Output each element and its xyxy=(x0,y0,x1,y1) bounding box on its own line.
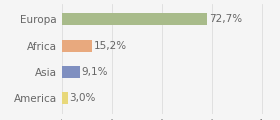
Text: 15,2%: 15,2% xyxy=(94,41,127,51)
Bar xyxy=(62,66,80,78)
Bar xyxy=(62,40,92,52)
Text: 72,7%: 72,7% xyxy=(209,14,242,24)
Bar xyxy=(62,92,67,104)
Text: 3,0%: 3,0% xyxy=(70,93,96,103)
Bar xyxy=(62,13,207,25)
Text: 9,1%: 9,1% xyxy=(82,67,108,77)
